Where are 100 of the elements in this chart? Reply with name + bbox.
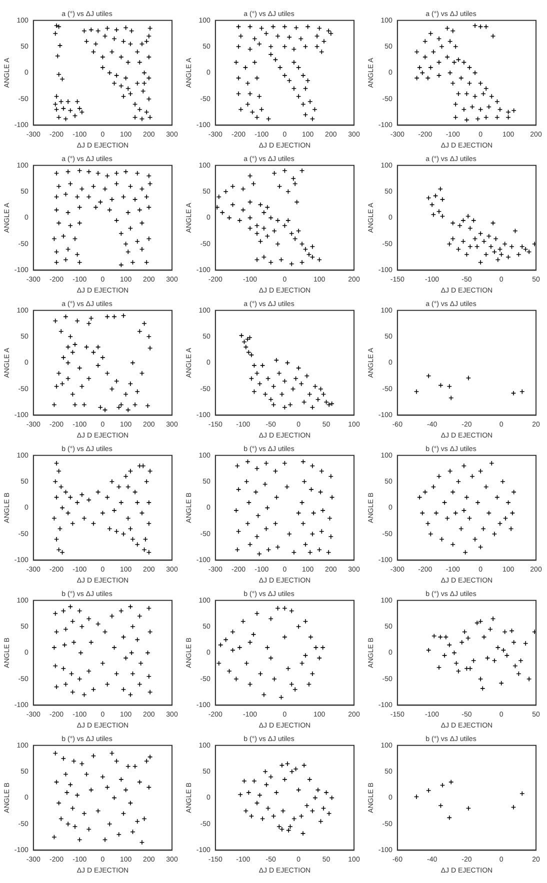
point: [54, 249, 60, 254]
point: [65, 510, 71, 516]
point: [474, 244, 480, 250]
point: [308, 99, 313, 104]
point: [120, 810, 126, 816]
point: [139, 186, 145, 192]
point: [425, 520, 430, 526]
point: [296, 365, 302, 371]
point: [109, 196, 115, 202]
point: [52, 479, 58, 484]
point: [215, 204, 220, 210]
point: [254, 610, 260, 616]
point: [302, 618, 308, 624]
point: [238, 332, 244, 338]
point: [478, 676, 484, 682]
point: [260, 362, 266, 368]
point: [436, 72, 442, 78]
point: [65, 210, 71, 216]
point: [60, 608, 66, 614]
point: [234, 463, 240, 468]
point: [436, 208, 442, 214]
point: [264, 234, 270, 239]
point: [95, 489, 101, 495]
point: [299, 241, 305, 247]
point: [446, 642, 452, 648]
point: [426, 373, 432, 378]
point: [497, 520, 503, 526]
point: [313, 644, 318, 650]
point: [244, 479, 250, 484]
point: [271, 814, 276, 819]
point: [90, 520, 96, 526]
point: [436, 664, 442, 670]
point: [520, 244, 525, 250]
point: [481, 238, 487, 244]
point: [134, 818, 140, 824]
point: [448, 395, 454, 401]
point: [240, 186, 246, 192]
point: [126, 764, 131, 769]
point: [492, 531, 498, 537]
point: [60, 666, 66, 672]
point: [289, 608, 294, 614]
point: [510, 510, 516, 516]
point: [109, 614, 115, 619]
point: [58, 328, 64, 334]
point: [254, 75, 260, 81]
point: [258, 238, 264, 244]
point: [490, 34, 496, 39]
point: [465, 636, 471, 641]
point: [426, 195, 432, 200]
point: [416, 64, 422, 70]
point: [240, 207, 246, 213]
point: [453, 44, 458, 50]
point: [120, 634, 126, 640]
point: [315, 396, 321, 402]
point: [120, 531, 126, 537]
point: [90, 184, 96, 189]
point: [264, 644, 270, 650]
point: [109, 479, 115, 484]
point: [486, 104, 492, 110]
point: [310, 531, 316, 537]
point: [442, 500, 448, 506]
point: [296, 228, 302, 234]
point: [446, 384, 452, 389]
point: [246, 500, 252, 506]
point: [243, 344, 248, 350]
point: [328, 534, 334, 540]
point: [147, 346, 153, 351]
point: [414, 389, 420, 394]
point: [436, 474, 442, 479]
point: [277, 64, 283, 70]
point: [146, 674, 152, 679]
point: [466, 375, 472, 381]
point: [302, 86, 308, 92]
point: [146, 500, 152, 506]
point: [420, 510, 425, 516]
point: [247, 199, 253, 205]
point: [422, 54, 428, 60]
point: [446, 241, 452, 247]
point: [54, 779, 60, 785]
point: [302, 400, 307, 405]
point: [247, 542, 253, 548]
point: [132, 196, 138, 202]
point: [310, 244, 316, 250]
point: [242, 64, 248, 70]
point: [95, 808, 101, 814]
point: [72, 342, 78, 348]
point: [144, 479, 150, 484]
point: [65, 376, 71, 382]
point: [218, 642, 224, 648]
point: [248, 376, 254, 382]
point: [60, 756, 66, 762]
point: [425, 75, 430, 81]
point: [128, 184, 134, 189]
point: [326, 28, 332, 34]
point: [291, 86, 297, 92]
point: [240, 618, 246, 624]
point: [280, 808, 286, 814]
point: [296, 624, 302, 630]
point: [79, 186, 85, 192]
point: [310, 254, 316, 260]
